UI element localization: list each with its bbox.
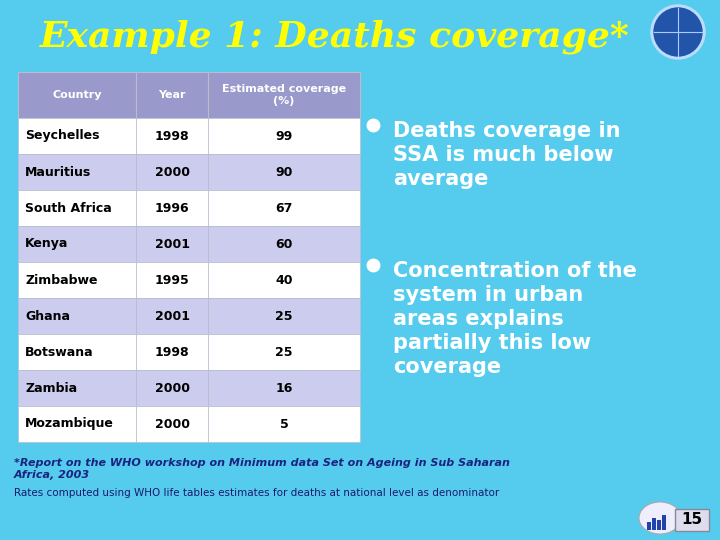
Bar: [18, 262, 136, 298]
Text: Mozambique: Mozambique: [25, 417, 114, 430]
Bar: [136, 118, 208, 154]
Bar: [208, 262, 360, 298]
Text: 99: 99: [275, 130, 292, 143]
Bar: [18, 154, 136, 190]
Bar: [647, 522, 651, 530]
Text: 67: 67: [275, 201, 293, 214]
Text: Estimated coverage
(%): Estimated coverage (%): [222, 84, 346, 106]
Ellipse shape: [639, 502, 681, 534]
Text: 2000: 2000: [155, 165, 189, 179]
Text: Botswana: Botswana: [25, 346, 94, 359]
Text: 1995: 1995: [155, 273, 189, 287]
Text: 2001: 2001: [155, 238, 189, 251]
Bar: [652, 518, 656, 530]
Bar: [675, 509, 709, 531]
Text: Zambia: Zambia: [25, 381, 77, 395]
Text: 1996: 1996: [155, 201, 189, 214]
Text: 90: 90: [275, 165, 293, 179]
Bar: [18, 406, 136, 442]
Bar: [136, 190, 208, 226]
Bar: [18, 226, 136, 262]
Bar: [18, 334, 136, 370]
Bar: [18, 190, 136, 226]
Text: 16: 16: [275, 381, 293, 395]
Text: Country: Country: [53, 90, 102, 100]
Text: South Africa: South Africa: [25, 201, 112, 214]
Bar: [208, 370, 360, 406]
Bar: [657, 520, 661, 530]
Bar: [18, 72, 136, 118]
Text: 2000: 2000: [155, 381, 189, 395]
Bar: [208, 72, 360, 118]
Text: Seychelles: Seychelles: [25, 130, 99, 143]
Bar: [136, 406, 208, 442]
Circle shape: [654, 8, 702, 56]
Bar: [208, 334, 360, 370]
Text: 25: 25: [275, 309, 293, 322]
Text: 2000: 2000: [155, 417, 189, 430]
Text: Zimbabwe: Zimbabwe: [25, 273, 97, 287]
Bar: [208, 298, 360, 334]
Text: *Report on the WHO workshop on Minimum data Set on Ageing in Sub Saharan
Africa,: *Report on the WHO workshop on Minimum d…: [14, 458, 510, 481]
Bar: [136, 226, 208, 262]
Text: 40: 40: [275, 273, 293, 287]
Bar: [208, 118, 360, 154]
Bar: [208, 190, 360, 226]
Circle shape: [651, 5, 705, 59]
Bar: [136, 154, 208, 190]
Text: 1998: 1998: [155, 130, 189, 143]
Bar: [136, 298, 208, 334]
Text: Ghana: Ghana: [25, 309, 70, 322]
Text: 2001: 2001: [155, 309, 189, 322]
Bar: [18, 370, 136, 406]
Text: 60: 60: [275, 238, 293, 251]
Text: Rates computed using WHO life tables estimates for deaths at national level as d: Rates computed using WHO life tables est…: [14, 488, 499, 498]
Bar: [662, 515, 666, 530]
Bar: [136, 370, 208, 406]
Text: 15: 15: [681, 512, 703, 528]
Text: 25: 25: [275, 346, 293, 359]
Bar: [136, 262, 208, 298]
Bar: [136, 72, 208, 118]
Text: Kenya: Kenya: [25, 238, 68, 251]
Text: Deaths coverage in
SSA is much below
average: Deaths coverage in SSA is much below ave…: [393, 121, 621, 189]
Bar: [136, 334, 208, 370]
Text: 5: 5: [279, 417, 289, 430]
Bar: [208, 154, 360, 190]
Text: Mauritius: Mauritius: [25, 165, 91, 179]
Text: Concentration of the
system in urban
areas explains
partially this low
coverage: Concentration of the system in urban are…: [393, 261, 637, 377]
Text: Year: Year: [158, 90, 186, 100]
Text: 1998: 1998: [155, 346, 189, 359]
Bar: [18, 118, 136, 154]
Text: Example 1: Deaths coverage*: Example 1: Deaths coverage*: [40, 20, 630, 54]
Bar: [208, 406, 360, 442]
Bar: [208, 226, 360, 262]
Bar: [18, 298, 136, 334]
